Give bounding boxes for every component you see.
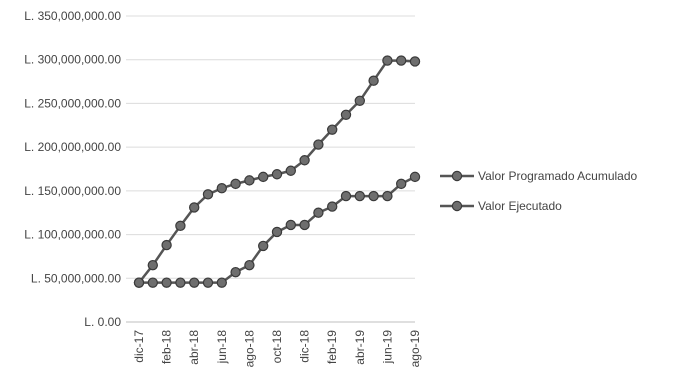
data-point	[230, 266, 241, 278]
data-point	[285, 219, 296, 231]
data-point	[285, 165, 296, 176]
data-point	[299, 155, 310, 166]
x-tick-label: feb-18	[160, 330, 174, 364]
data-point	[368, 75, 379, 86]
series-programado	[133, 55, 421, 288]
legend-label: Valor Ejecutado	[478, 199, 562, 213]
data-point	[133, 277, 145, 288]
data-point	[188, 202, 200, 213]
x-tick-label: dic-17	[132, 330, 146, 363]
data-point	[313, 207, 324, 218]
data-point	[354, 190, 365, 202]
data-point	[340, 190, 352, 202]
legend-item: Valor Ejecutado	[440, 199, 562, 213]
data-point	[244, 259, 255, 271]
data-point	[313, 139, 324, 150]
data-point	[216, 277, 227, 288]
data-point	[409, 56, 421, 67]
x-tick-label: abr-18	[187, 330, 201, 365]
data-point	[354, 95, 365, 107]
x-tick-label: abr-19	[353, 330, 367, 365]
data-point	[327, 124, 338, 135]
data-point	[244, 175, 255, 186]
data-point	[368, 190, 379, 202]
data-point	[382, 55, 393, 66]
legend: Valor Programado Acumulado Valor Ejecutad…	[440, 169, 638, 213]
data-point	[258, 171, 269, 183]
y-tick-label: L. 200,000,000.00	[24, 140, 121, 154]
x-axis: dic-17 feb-18 abr-18 jun-18 ago-18 oct-18 dic-…	[132, 330, 422, 368]
series-ejecutado	[133, 171, 421, 288]
data-point	[230, 178, 241, 190]
y-tick-label: L. 0.00	[84, 315, 121, 329]
x-tick-label: jun-19	[380, 330, 394, 365]
data-point	[202, 189, 214, 200]
data-point	[258, 240, 269, 252]
series-group	[133, 55, 421, 288]
data-point	[271, 226, 283, 238]
y-axis: L. 0.00 L. 50,000,000.00 L. 100,000,000.00…	[24, 9, 121, 329]
x-tick-label: jun-18	[215, 330, 229, 365]
x-tick-label: oct-18	[270, 330, 284, 364]
data-point	[396, 55, 407, 66]
data-point	[161, 277, 172, 288]
data-point	[271, 169, 283, 180]
data-point	[147, 259, 158, 271]
x-tick-label: ago-19	[408, 330, 422, 368]
data-point	[175, 220, 186, 232]
data-point	[340, 109, 352, 120]
data-point	[409, 171, 421, 183]
legend-marker	[451, 200, 463, 212]
data-point	[161, 239, 172, 251]
legend-item: Valor Programado Acumulado	[440, 169, 638, 183]
data-point	[202, 277, 214, 288]
gridlines	[126, 15, 415, 323]
y-tick-label: L. 250,000,000.00	[24, 96, 121, 110]
data-point	[147, 277, 158, 288]
y-tick-label: L. 300,000,000.00	[24, 53, 121, 67]
data-point	[216, 183, 227, 194]
data-point	[299, 219, 310, 231]
x-tick-label: dic-18	[298, 330, 312, 363]
data-point	[188, 277, 200, 288]
legend-label: Valor Programado Acumulado	[478, 169, 638, 183]
x-tick-label: feb-19	[325, 330, 339, 364]
y-tick-label: L. 150,000,000.00	[24, 184, 121, 198]
x-tick-label: ago-18	[242, 330, 256, 368]
y-tick-label: L. 50,000,000.00	[31, 271, 121, 285]
data-point	[327, 201, 338, 212]
y-tick-label: L. 350,000,000.00	[24, 9, 121, 23]
legend-marker	[451, 170, 463, 182]
data-point	[382, 190, 393, 202]
data-point	[175, 277, 186, 288]
data-point	[396, 178, 407, 190]
y-tick-label: L. 100,000,000.00	[24, 228, 121, 242]
